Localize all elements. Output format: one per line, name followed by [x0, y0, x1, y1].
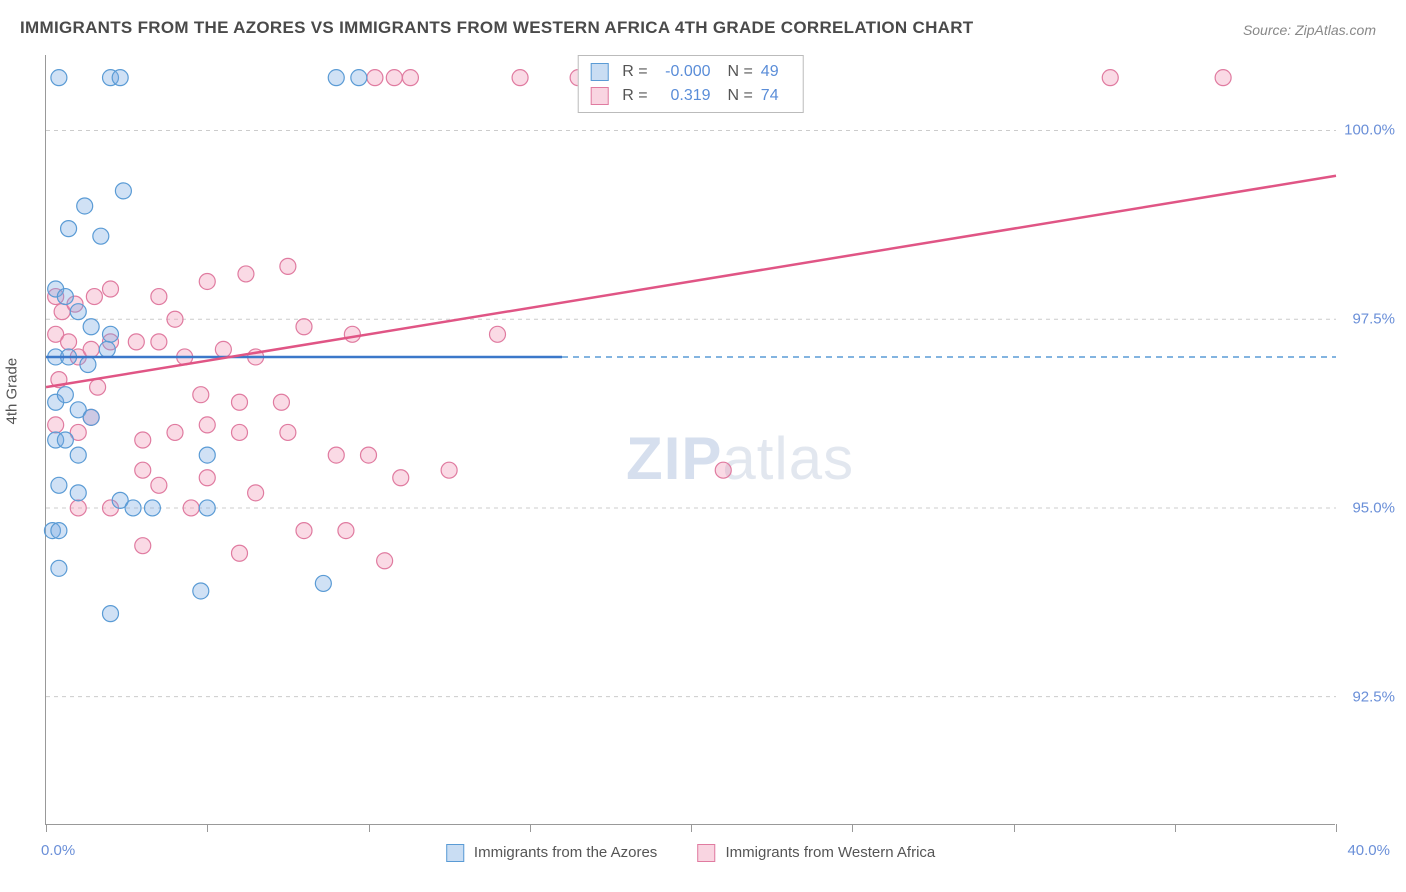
x-tick: [530, 824, 531, 832]
x-tick: [1336, 824, 1337, 832]
chart-svg: [46, 55, 1335, 824]
x-tick: [691, 824, 692, 832]
x-tick: [1175, 824, 1176, 832]
stats-row-azores: R = -0.000 N = 49: [590, 60, 791, 84]
x-axis-min-label: 0.0%: [41, 842, 75, 859]
stats-r-label: R =: [622, 60, 647, 84]
legend-bottom: Immigrants from the Azores Immigrants fr…: [446, 844, 936, 862]
azores-n-value: 49: [761, 60, 791, 84]
azores-r-value: -0.000: [656, 60, 711, 84]
y-axis-label: 4th Grade: [4, 358, 21, 425]
x-tick: [46, 824, 47, 832]
x-axis-max-label: 40.0%: [1347, 842, 1390, 859]
wafrica-legend-swatch-icon: [697, 844, 715, 862]
azores-legend-swatch-icon: [446, 844, 464, 862]
wafrica-swatch-icon: [590, 87, 608, 105]
legend-item-azores: Immigrants from the Azores: [446, 844, 658, 862]
y-tick-label: 97.5%: [1340, 311, 1395, 328]
chart-title: IMMIGRANTS FROM THE AZORES VS IMMIGRANTS…: [20, 18, 974, 38]
source-label: Source: ZipAtlas.com: [1243, 22, 1376, 38]
y-tick-label: 92.5%: [1340, 688, 1395, 705]
azores-legend-label: Immigrants from the Azores: [474, 844, 657, 861]
stats-n-label: N =: [719, 84, 753, 108]
stats-row-wafrica: R = 0.319 N = 74: [590, 84, 791, 108]
x-tick: [852, 824, 853, 832]
stats-box: R = -0.000 N = 49 R = 0.319 N = 74: [577, 55, 804, 113]
x-tick: [1014, 824, 1015, 832]
azores-swatch-icon: [590, 63, 608, 81]
stats-r-label: R =: [622, 84, 647, 108]
wafrica-n-value: 74: [761, 84, 791, 108]
x-tick: [207, 824, 208, 832]
y-tick-label: 95.0%: [1340, 499, 1395, 516]
stats-n-label: N =: [719, 60, 753, 84]
wafrica-legend-label: Immigrants from Western Africa: [725, 844, 935, 861]
legend-item-wafrica: Immigrants from Western Africa: [697, 844, 935, 862]
y-tick-label: 100.0%: [1340, 122, 1395, 139]
x-tick: [369, 824, 370, 832]
plot-area: ZIPatlas 92.5%95.0%97.5%100.0% R = -0.00…: [45, 55, 1335, 825]
wafrica-r-value: 0.319: [656, 84, 711, 108]
